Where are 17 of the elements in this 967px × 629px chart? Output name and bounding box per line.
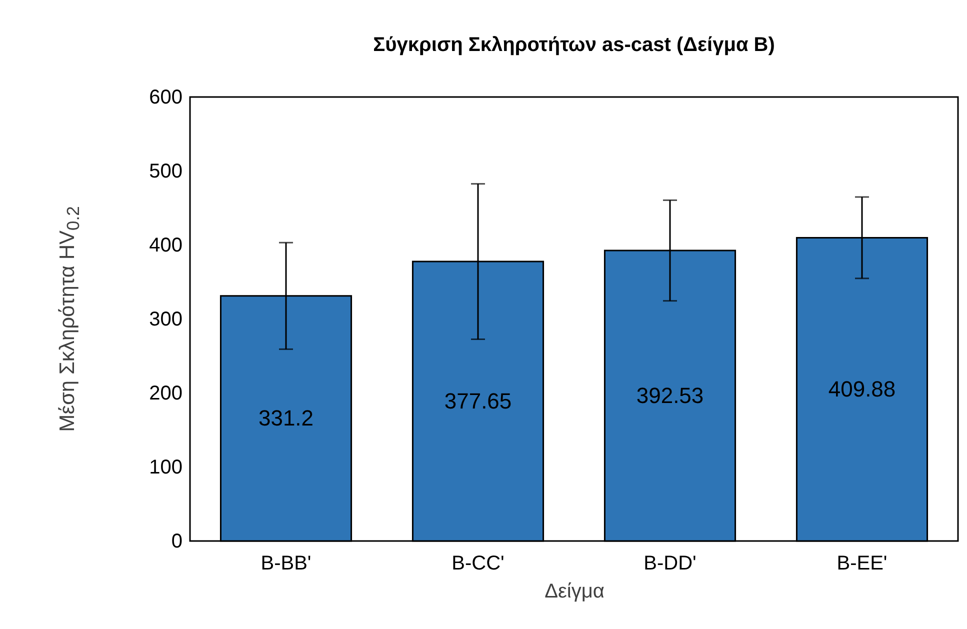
- data-label: 377.65: [444, 388, 512, 414]
- x-tick-label: B-DD': [644, 552, 696, 574]
- data-label: 331.2: [258, 405, 314, 430]
- y-tick-label: 400: [149, 234, 182, 256]
- x-tick-label: B-CC': [452, 552, 504, 574]
- chart-title: Σύγκριση Σκληροτήτων as-cast (Δείγμα B): [373, 34, 775, 56]
- x-tick-label: B-EE': [836, 552, 888, 574]
- x-tick-label: B-BB': [260, 552, 312, 574]
- x-axis-title: Δείγμα: [544, 580, 604, 602]
- y-tick-label: 0: [171, 530, 182, 552]
- y-tick-label: 100: [149, 456, 182, 478]
- y-tick-label: 200: [149, 382, 182, 404]
- y-tick-label: 500: [149, 160, 182, 182]
- y-tick-label: 600: [149, 86, 182, 108]
- y-tick-label: 300: [149, 308, 182, 330]
- data-label: 392.53: [636, 382, 704, 408]
- data-label: 409.88: [828, 376, 896, 402]
